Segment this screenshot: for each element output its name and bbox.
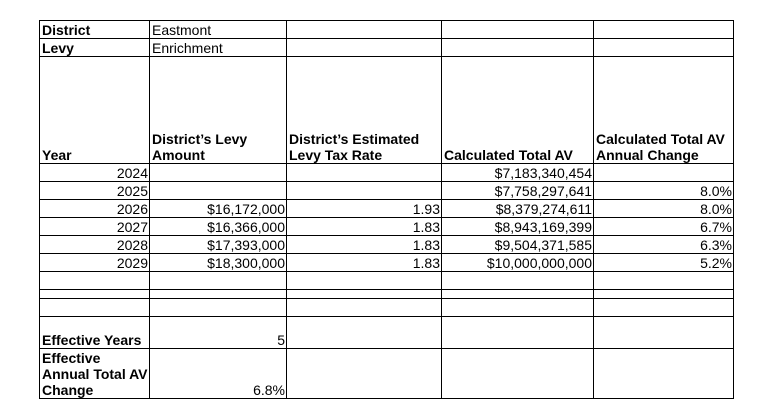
levy-row: Levy Enrichment xyxy=(39,38,734,57)
year-cell[interactable]: 2024 xyxy=(39,163,150,182)
effective-years-value[interactable]: 5 xyxy=(149,316,287,349)
levy-table: District Eastmont Levy Enrichment Year D… xyxy=(39,20,734,399)
tax-rate-cell[interactable] xyxy=(286,163,442,182)
year-cell[interactable]: 2028 xyxy=(39,235,150,254)
spreadsheet: District Eastmont Levy Enrichment Year D… xyxy=(39,20,734,399)
levy-amount-header[interactable]: District’s Levy Amount xyxy=(149,56,287,164)
empty-cell[interactable] xyxy=(286,316,442,349)
tax-rate-cell[interactable] xyxy=(286,181,442,200)
empty-cell[interactable] xyxy=(149,289,287,299)
empty-cell[interactable] xyxy=(441,298,594,317)
levy-amount-cell[interactable]: $18,300,000 xyxy=(149,253,287,272)
av-change-header[interactable]: Calculated Total AV Annual Change xyxy=(593,56,734,164)
total-av-cell[interactable]: $8,943,169,399 xyxy=(441,217,594,236)
empty-cell[interactable] xyxy=(593,348,734,399)
av-change-cell[interactable]: 6.7% xyxy=(593,217,734,236)
av-change-cell[interactable]: 6.3% xyxy=(593,235,734,254)
district-label[interactable]: District xyxy=(39,20,150,39)
table-row: 2029 $18,300,000 1.83 $10,000,000,000 5.… xyxy=(39,253,734,272)
empty-cell[interactable] xyxy=(39,298,150,317)
total-av-cell[interactable]: $7,183,340,454 xyxy=(441,163,594,182)
total-av-cell[interactable]: $8,379,274,611 xyxy=(441,199,594,218)
header-row: Year District’s Levy Amount District’s E… xyxy=(39,56,734,164)
empty-cell[interactable] xyxy=(593,289,734,299)
table-row: 2026 $16,172,000 1.93 $8,379,274,611 8.0… xyxy=(39,199,734,218)
district-value[interactable]: Eastmont xyxy=(149,20,287,39)
table-row: 2027 $16,366,000 1.83 $8,943,169,399 6.7… xyxy=(39,217,734,236)
empty-cell[interactable] xyxy=(593,38,734,57)
year-cell[interactable]: 2029 xyxy=(39,253,150,272)
empty-cell[interactable] xyxy=(149,271,287,290)
empty-cell[interactable] xyxy=(286,289,442,299)
year-cell[interactable]: 2026 xyxy=(39,199,150,218)
total-av-cell[interactable]: $9,504,371,585 xyxy=(441,235,594,254)
empty-cell[interactable] xyxy=(286,348,442,399)
table-row: 2028 $17,393,000 1.83 $9,504,371,585 6.3… xyxy=(39,235,734,254)
levy-amount-cell[interactable]: $16,172,000 xyxy=(149,199,287,218)
empty-cell[interactable] xyxy=(593,271,734,290)
empty-cell[interactable] xyxy=(286,298,442,317)
tax-rate-cell[interactable]: 1.83 xyxy=(286,217,442,236)
empty-cell[interactable] xyxy=(286,38,442,57)
levy-value[interactable]: Enrichment xyxy=(149,38,287,57)
empty-cell[interactable] xyxy=(39,271,150,290)
av-change-cell[interactable]: 8.0% xyxy=(593,199,734,218)
effective-years-row: Effective Years 5 xyxy=(39,316,734,349)
empty-cell[interactable] xyxy=(441,20,594,39)
av-change-cell[interactable]: 8.0% xyxy=(593,181,734,200)
empty-cell[interactable] xyxy=(441,348,594,399)
district-row: District Eastmont xyxy=(39,20,734,39)
tax-rate-header[interactable]: District’s Estimated Levy Tax Rate xyxy=(286,56,442,164)
levy-amount-cell[interactable]: $17,393,000 xyxy=(149,235,287,254)
empty-cell[interactable] xyxy=(441,289,594,299)
av-change-cell[interactable] xyxy=(593,163,734,182)
effective-years-label[interactable]: Effective Years xyxy=(39,316,150,349)
empty-cell[interactable] xyxy=(593,20,734,39)
empty-cell[interactable] xyxy=(286,20,442,39)
levy-label[interactable]: Levy xyxy=(39,38,150,57)
total-av-cell[interactable]: $7,758,297,641 xyxy=(441,181,594,200)
table-row: 2025 $7,758,297,641 8.0% xyxy=(39,181,734,200)
levy-amount-cell[interactable] xyxy=(149,181,287,200)
table-row: 2024 $7,183,340,454 xyxy=(39,163,734,182)
empty-cell[interactable] xyxy=(593,316,734,349)
blank-row xyxy=(39,271,734,290)
empty-cell[interactable] xyxy=(149,298,287,317)
effective-av-change-row: Effective Annual Total AV Change 6.8% xyxy=(39,348,734,399)
effective-av-change-value[interactable]: 6.8% xyxy=(149,348,287,399)
empty-cell[interactable] xyxy=(286,271,442,290)
year-cell[interactable]: 2025 xyxy=(39,181,150,200)
empty-cell[interactable] xyxy=(39,289,150,299)
empty-cell[interactable] xyxy=(441,271,594,290)
tax-rate-cell[interactable]: 1.93 xyxy=(286,199,442,218)
total-av-cell[interactable]: $10,000,000,000 xyxy=(441,253,594,272)
empty-cell[interactable] xyxy=(441,316,594,349)
year-cell[interactable]: 2027 xyxy=(39,217,150,236)
year-header[interactable]: Year xyxy=(39,56,150,164)
blank-row xyxy=(39,289,734,299)
total-av-header[interactable]: Calculated Total AV xyxy=(441,56,594,164)
effective-av-change-label[interactable]: Effective Annual Total AV Change xyxy=(39,348,150,399)
av-change-cell[interactable]: 5.2% xyxy=(593,253,734,272)
empty-cell[interactable] xyxy=(441,38,594,57)
blank-row xyxy=(39,298,734,317)
levy-amount-cell[interactable] xyxy=(149,163,287,182)
empty-cell[interactable] xyxy=(593,298,734,317)
tax-rate-cell[interactable]: 1.83 xyxy=(286,253,442,272)
levy-amount-cell[interactable]: $16,366,000 xyxy=(149,217,287,236)
tax-rate-cell[interactable]: 1.83 xyxy=(286,235,442,254)
